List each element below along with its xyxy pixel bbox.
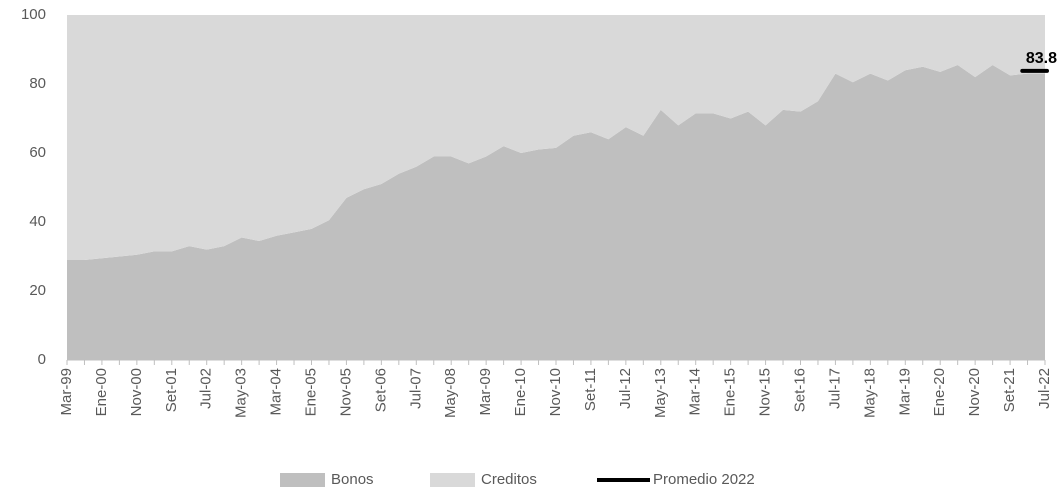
x-tick-label: Nov-20 <box>966 368 983 416</box>
x-tick-label: Mar-09 <box>477 368 494 416</box>
x-tick-label: Jul-07 <box>407 368 424 409</box>
y-tick-label: 20 <box>29 282 46 299</box>
legend-swatch <box>280 473 325 487</box>
x-tick-label: Ene-10 <box>512 368 529 416</box>
legend-swatch <box>430 473 475 487</box>
x-tick-label: Nov-15 <box>757 368 774 416</box>
area <box>67 65 1045 361</box>
promedio-label: 83.8 <box>1026 50 1057 67</box>
x-tick-label: May-08 <box>442 368 459 418</box>
x-tick-label: Jul-17 <box>826 368 843 409</box>
x-tick-label: Set-01 <box>163 368 180 412</box>
area <box>67 15 1045 260</box>
x-tick-label: Ene-15 <box>722 368 739 416</box>
y-tick-label: 100 <box>21 6 46 23</box>
x-tick-label: Jul-02 <box>198 368 215 409</box>
x-tick-label: Mar-04 <box>268 368 285 416</box>
y-tick-label: 60 <box>29 144 46 161</box>
x-tick-label: Nov-05 <box>337 368 354 416</box>
x-tick-label: Nov-10 <box>547 368 564 416</box>
x-tick-label: Set-21 <box>1001 368 1018 412</box>
x-tick-label: Set-11 <box>582 368 599 411</box>
x-tick-label: Ene-05 <box>302 368 319 416</box>
x-tick-label: Jul-12 <box>617 368 634 409</box>
legend-label: Bonos <box>331 471 374 488</box>
x-tick-label: Ene-00 <box>93 368 110 416</box>
x-tick-label: Set-06 <box>372 368 389 412</box>
x-tick-label: May-18 <box>861 368 878 418</box>
legend-label: Creditos <box>481 471 537 488</box>
legend-label: Promedio 2022 <box>653 471 755 488</box>
x-tick-label: Mar-14 <box>687 368 704 416</box>
x-tick-label: Nov-00 <box>128 368 145 416</box>
x-tick-label: Ene-20 <box>931 368 948 416</box>
y-tick-label: 40 <box>29 213 46 230</box>
x-tick-label: Mar-99 <box>58 368 75 416</box>
y-tick-label: 0 <box>38 351 46 368</box>
x-tick-label: Jul-22 <box>1036 368 1053 409</box>
y-tick-label: 80 <box>29 75 46 92</box>
x-tick-label: Set-16 <box>791 368 808 412</box>
x-tick-label: May-13 <box>652 368 669 418</box>
x-tick-label: May-03 <box>233 368 250 418</box>
x-tick-label: Mar-19 <box>896 368 913 416</box>
